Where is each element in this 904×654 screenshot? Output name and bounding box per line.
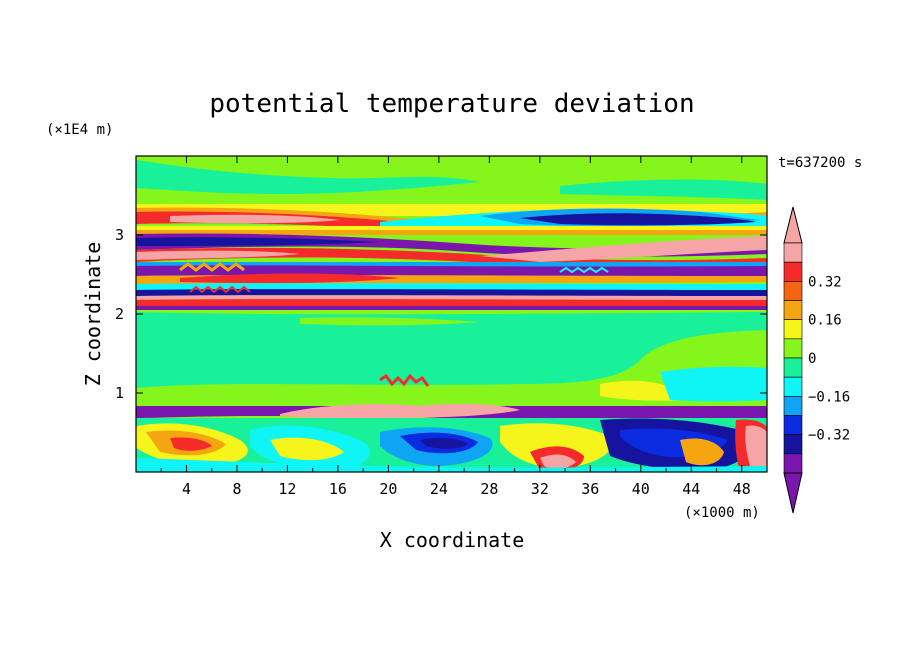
contour-fill — [189, 285, 251, 294]
colorbar-tick-label: 0.16 — [808, 313, 842, 329]
contour-fill — [660, 366, 767, 402]
contour-fill — [300, 317, 480, 326]
colorbar-tick-label: 0 — [808, 351, 816, 367]
contour-fill — [560, 179, 767, 200]
contour-fill — [136, 458, 767, 472]
x-tick-label: 24 — [430, 480, 448, 498]
x-tick-label: 40 — [632, 480, 650, 498]
x-tick-label: 4 — [182, 480, 191, 498]
contour-fill — [170, 437, 212, 451]
contour-fill — [136, 306, 767, 310]
colorbar-tick-label: −0.16 — [808, 389, 850, 405]
x-tick-label: 12 — [278, 480, 296, 498]
contour-fill — [420, 437, 468, 449]
contour-fill — [745, 425, 767, 466]
contour-fill — [500, 423, 613, 468]
colorbar-swatch — [783, 415, 803, 435]
contour-fill — [280, 403, 520, 418]
x-tick-label: 32 — [531, 480, 549, 498]
contour-fill — [680, 438, 724, 466]
colorbar-swatch — [783, 338, 803, 359]
contour-fill — [136, 312, 767, 388]
y-tick-label: 2 — [115, 305, 124, 323]
x-axis-title: X coordinate — [380, 528, 525, 552]
contour-fill — [480, 236, 767, 262]
y-axis-title: Z coordinate — [81, 242, 105, 387]
colorbar-tick-label: 0.32 — [808, 274, 842, 290]
contour-fill — [520, 213, 756, 226]
colorbar-swatch — [783, 261, 803, 282]
y-unit-label: (×1E4 m) — [46, 122, 113, 138]
contour-fill — [540, 454, 576, 469]
contour-fill — [270, 437, 344, 461]
x-tick-label: 20 — [379, 480, 397, 498]
contour-fill — [600, 380, 690, 401]
contour-fill — [136, 160, 480, 194]
contour-fill — [136, 237, 380, 246]
contour-fill — [136, 262, 767, 268]
contour-field — [136, 156, 767, 472]
y-tick-label: 1 — [115, 384, 124, 402]
contour-fill — [180, 273, 400, 284]
colorbar-under-arrow — [783, 472, 803, 514]
x-tick-label: 16 — [329, 480, 347, 498]
colorbar-swatch — [783, 357, 803, 378]
contour-fill — [379, 373, 430, 387]
contour-fill — [136, 230, 767, 235]
x-tick-label: 44 — [682, 480, 700, 498]
colorbar-swatch — [783, 376, 803, 397]
colorbar-swatch — [783, 242, 803, 263]
chart-title: potential temperature deviation — [209, 89, 694, 119]
colorbar-tick-label: −0.32 — [808, 428, 850, 444]
contour-fill — [179, 262, 245, 272]
x-tick-label: 8 — [232, 480, 241, 498]
colorbar-swatch — [783, 300, 803, 320]
contour-fill — [136, 250, 300, 260]
colorbar-swatch — [783, 396, 803, 416]
colorbar: 0.32 0.16 0 −0.16 −0.32 — [783, 206, 850, 514]
x-unit-label: (×1000 m) — [684, 505, 760, 521]
colorbar-swatch — [783, 281, 803, 301]
colorbar-swatch — [783, 434, 803, 455]
x-tick-label: 28 — [480, 480, 498, 498]
colorbar-swatch — [783, 453, 803, 474]
contour-fill — [559, 266, 609, 274]
x-tick-label: 48 — [733, 480, 751, 498]
colorbar-over-arrow — [783, 206, 803, 244]
contour-fill — [170, 214, 340, 224]
y-tick-label: 3 — [115, 226, 124, 244]
time-label: t=637200 s — [778, 155, 862, 171]
colorbar-swatch — [783, 319, 803, 340]
contour-fill — [136, 299, 767, 308]
x-tick-label: 36 — [581, 480, 599, 498]
